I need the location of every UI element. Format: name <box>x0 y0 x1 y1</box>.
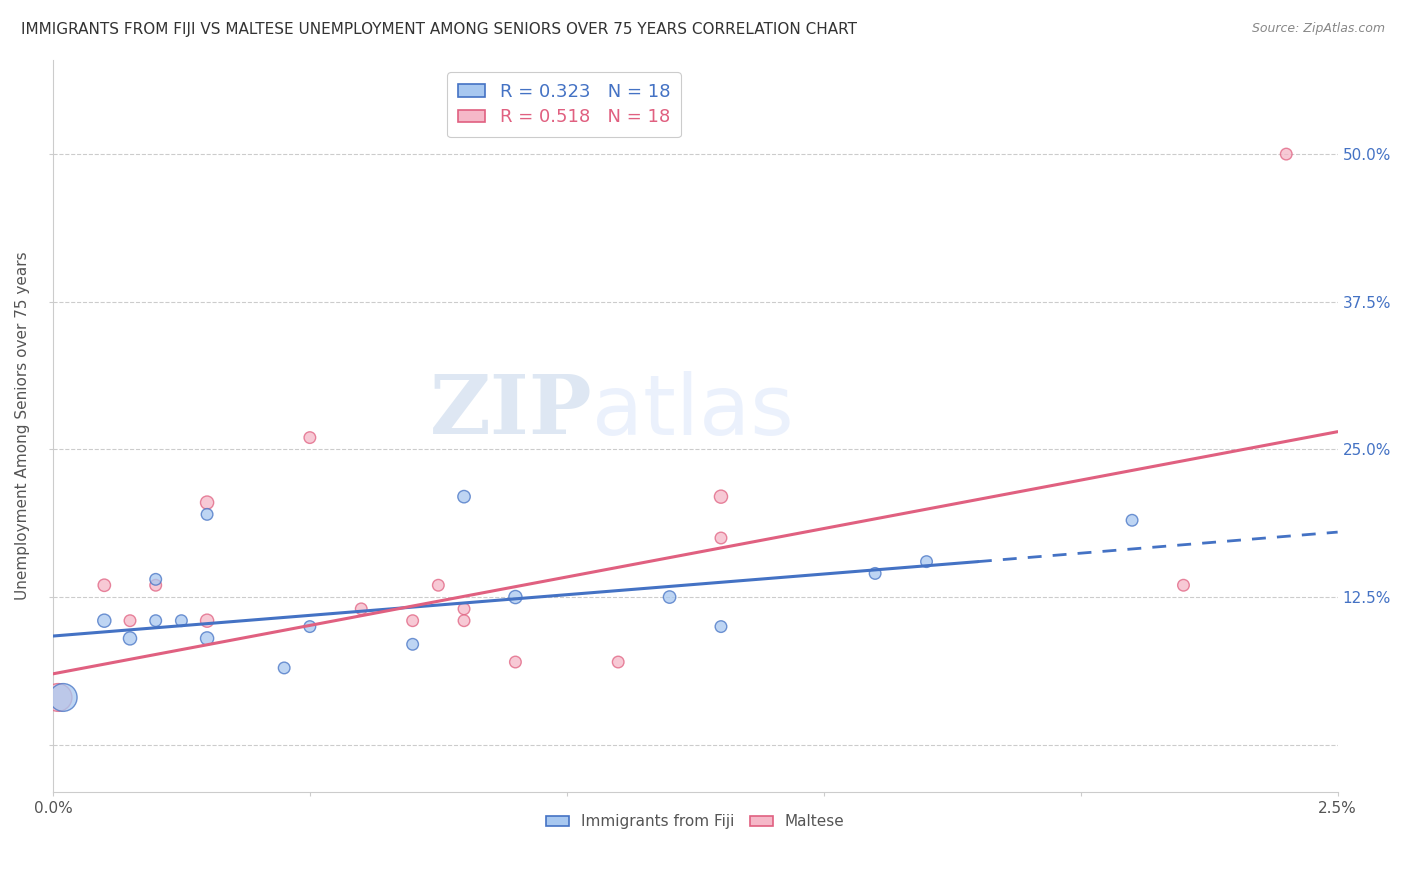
Text: atlas: atlas <box>592 371 794 451</box>
Point <box>195 614 218 628</box>
Legend: Immigrants from Fiji, Maltese: Immigrants from Fiji, Maltese <box>540 808 851 836</box>
Point <box>607 655 630 669</box>
Point <box>1275 147 1298 161</box>
Text: Source: ZipAtlas.com: Source: ZipAtlas.com <box>1251 22 1385 36</box>
Point <box>401 614 423 628</box>
Point <box>93 614 115 628</box>
Point <box>145 614 167 628</box>
Point <box>145 572 167 586</box>
Point <box>170 614 193 628</box>
Point <box>350 602 373 616</box>
Point <box>195 508 218 522</box>
Point <box>915 555 938 569</box>
Point <box>118 632 141 646</box>
Point <box>710 490 733 504</box>
Point <box>1173 578 1195 592</box>
Point <box>298 431 321 445</box>
Point <box>453 602 475 616</box>
Text: ZIP: ZIP <box>430 371 592 451</box>
Point <box>505 655 527 669</box>
Point <box>505 590 527 604</box>
Point <box>658 590 681 604</box>
Point <box>273 661 295 675</box>
Point <box>52 690 75 705</box>
Point <box>195 632 218 646</box>
Y-axis label: Unemployment Among Seniors over 75 years: Unemployment Among Seniors over 75 years <box>15 252 30 600</box>
Point <box>710 619 733 633</box>
Point <box>863 566 886 581</box>
Point <box>1121 513 1143 527</box>
Point <box>453 614 475 628</box>
Point <box>710 531 733 545</box>
Point <box>93 578 115 592</box>
Point <box>46 690 69 705</box>
Point <box>195 495 218 509</box>
Point <box>427 578 450 592</box>
Text: IMMIGRANTS FROM FIJI VS MALTESE UNEMPLOYMENT AMONG SENIORS OVER 75 YEARS CORRELA: IMMIGRANTS FROM FIJI VS MALTESE UNEMPLOY… <box>21 22 858 37</box>
Point <box>401 637 423 651</box>
Point <box>145 578 167 592</box>
Point <box>298 619 321 633</box>
Point <box>118 614 141 628</box>
Point <box>453 490 475 504</box>
